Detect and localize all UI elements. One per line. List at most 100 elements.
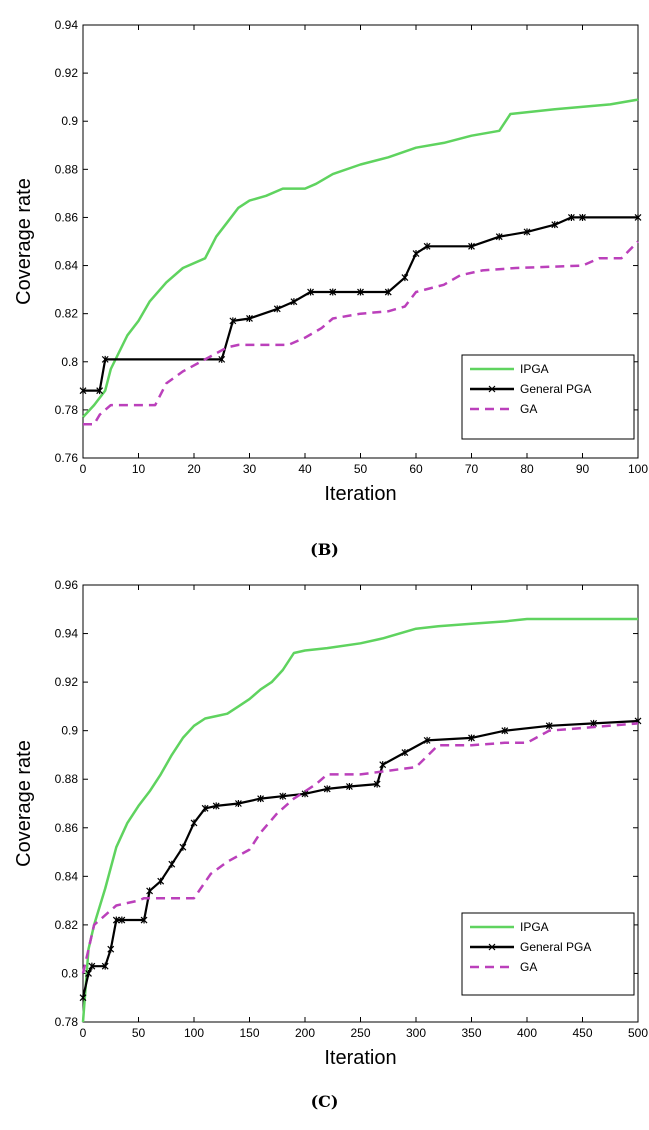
chart-c-x-tick-label: 250 xyxy=(350,1026,370,1040)
chart-c-x-tick-label: 100 xyxy=(184,1026,204,1040)
chart-b-svg: 0 10 20 30 40 50 60 70 80 90 100 0.76 0.78 0.8 0.82 0.8… xyxy=(13,18,648,505)
chart-c-x-axis-label: Iteration xyxy=(324,1047,396,1069)
chart-c-y-tick-label: 0.86 xyxy=(55,821,79,835)
chart-c-series-line-ipga xyxy=(81,617,638,1023)
chart-b-y-tick-label: 0.82 xyxy=(55,307,79,321)
chart-b-y-tick-label: 0.9 xyxy=(61,114,78,128)
chart-c-legend-label: GA xyxy=(520,960,537,974)
chart-b-data-point-general-pga xyxy=(329,288,337,296)
chart-b-y-axis-label: Coverage rate xyxy=(13,178,35,305)
chart-c-data-point-general-pga xyxy=(257,795,265,803)
chart-b-y-tick-label: 0.94 xyxy=(55,18,79,32)
chart-b-data-point-general-pga xyxy=(218,355,226,363)
chart-b-x-axis-label: Iteration xyxy=(324,483,396,505)
chart-c-legend-label: General PGA xyxy=(520,940,591,954)
chart-c-data-point-general-pga xyxy=(545,722,553,730)
chart-c-x-tick-label: 150 xyxy=(239,1026,259,1040)
chart-c-x-tick-label: 50 xyxy=(132,1026,146,1040)
chart-b-data-point-general-pga xyxy=(273,305,281,313)
chart-c-data-point-general-pga xyxy=(190,819,198,827)
chart-b-data-point-general-pga xyxy=(307,288,314,296)
chart-c-data-point-general-pga xyxy=(279,792,287,800)
chart-c-data-point-general-pga xyxy=(234,800,242,807)
chart-c-svg: 0 50 100 150 200 250 300 350 400 450 500 0.78 0.8 0.8… xyxy=(13,578,648,1069)
chart-b-x-tick-label: 20 xyxy=(187,462,201,476)
chart-c-x-tick-label: 500 xyxy=(628,1026,648,1040)
chart-c-data-point-general-pga xyxy=(501,727,509,735)
chart-b-legend: IPGA General PGA GA xyxy=(461,354,635,440)
chart-c-y-tick-label: 0.84 xyxy=(55,869,79,883)
chart-b-data-point-general-pga xyxy=(384,288,392,296)
chart-c-y-tick-label: 0.8 xyxy=(61,966,78,980)
chart-c-y-tick-label: 0.92 xyxy=(55,675,79,689)
chart-c-data-point-general-pga xyxy=(590,719,598,727)
chart-c-data-point-general-pga xyxy=(423,736,431,744)
chart-c-legend-box xyxy=(461,912,635,996)
chart-c-y-axis-label: Coverage rate xyxy=(13,740,35,867)
chart-b-data-point-general-pga xyxy=(423,242,431,250)
chart-b-series-line-general-pga xyxy=(83,216,638,392)
chart-b-y-tick-label: 0.76 xyxy=(55,451,79,465)
chart-c-y-tick-label: 0.82 xyxy=(55,918,79,932)
chart-c-x-tick-label: 350 xyxy=(461,1026,481,1040)
chart-c-x-tick-label: 0 xyxy=(80,1026,87,1040)
chart-c-data-point-general-pga xyxy=(107,945,115,953)
chart-c-data-point-general-pga xyxy=(112,916,120,924)
chart-b-data-point-general-pga xyxy=(79,387,87,395)
chart-c-data-point-general-pga xyxy=(373,780,381,788)
chart-c-data-point-general-pga xyxy=(79,994,87,1002)
chart-b-data-point-general-pga xyxy=(495,233,503,241)
chart-b-data-point-general-pga xyxy=(567,213,575,221)
chart-c-legend: IPGA General PGA GA xyxy=(461,912,635,996)
chart-b-data-point-general-pga xyxy=(290,298,298,306)
chart-b-x-tick-label: 30 xyxy=(243,462,257,476)
chart-b-x-tick-label: 100 xyxy=(628,462,648,476)
chart-b-data-point-general-pga xyxy=(229,317,237,325)
chart-b-series-line-ga xyxy=(83,240,639,426)
chart-c-data-point-general-pga xyxy=(140,916,148,924)
chart-c-x-tick-label: 200 xyxy=(295,1026,315,1040)
chart-b-y-tick-label: 0.88 xyxy=(55,162,79,176)
chart-b-x-tick-label: 80 xyxy=(520,462,534,476)
chart-c-data-point-general-pga xyxy=(118,916,126,924)
chart-c-data-point-general-pga xyxy=(468,734,475,742)
chart-c-y-tick-label: 0.9 xyxy=(61,724,78,738)
chart-c-x-tick-label: 450 xyxy=(572,1026,592,1040)
chart-b-legend-label: General PGA xyxy=(520,382,591,396)
chart-c-x-tick-label: 300 xyxy=(406,1026,426,1040)
chart-b-data-point-general-pga xyxy=(634,213,642,221)
chart-b-x-tick-label: 0 xyxy=(80,462,87,476)
chart-b-data-point-general-pga xyxy=(468,242,475,250)
chart-c-series-line-general-pga xyxy=(81,719,639,998)
chart-b-x-tick-label: 90 xyxy=(576,462,590,476)
chart-b-data-point-general-pga xyxy=(246,314,253,322)
chart-b-data-point-general-pga xyxy=(96,387,104,395)
chart-c-y-tick-label: 0.88 xyxy=(55,772,79,786)
chart-b-y-tick-label: 0.78 xyxy=(55,403,79,417)
chart-b-y-tick-label: 0.86 xyxy=(55,210,79,224)
chart-c-caption: (C) xyxy=(310,1092,339,1111)
chart-c-data-point-general-pga xyxy=(301,790,309,798)
chart-b-y-tick-label: 0.8 xyxy=(61,355,78,369)
chart-c-data-point-general-pga xyxy=(85,969,92,977)
chart-c-data-point-general-pga xyxy=(101,962,109,970)
chart-c-data-point-general-pga xyxy=(323,785,331,793)
chart-b-data-point-general-pga xyxy=(357,288,364,296)
chart-c-data-point-general-pga xyxy=(168,860,176,868)
chart-c-data-point-general-pga xyxy=(157,877,165,885)
chart-b-data-point-general-pga xyxy=(101,355,109,363)
chart-b-data-point-general-pga xyxy=(523,228,531,236)
chart-b-x-tick-label: 40 xyxy=(298,462,312,476)
chart-panel-c: 0 50 100 150 200 250 300 350 400 450 500 0.78 0.8 0.8… xyxy=(0,575,649,1120)
chart-b-legend-marker xyxy=(488,385,496,393)
chart-c-data-point-general-pga xyxy=(146,887,154,895)
chart-c-series-line-ga xyxy=(81,722,639,974)
chart-b-data-point-general-pga xyxy=(401,274,409,282)
chart-b-x-tick-label: 10 xyxy=(132,462,146,476)
chart-b-data-point-general-pga xyxy=(412,250,420,258)
chart-c-y-tick-label: 0.96 xyxy=(55,578,79,592)
chart-b-y-tick-label: 0.92 xyxy=(55,66,79,80)
chart-c-legend-marker xyxy=(488,943,496,951)
chart-b-legend-label: GA xyxy=(520,402,537,416)
chart-c-data-point-general-pga xyxy=(212,802,220,810)
